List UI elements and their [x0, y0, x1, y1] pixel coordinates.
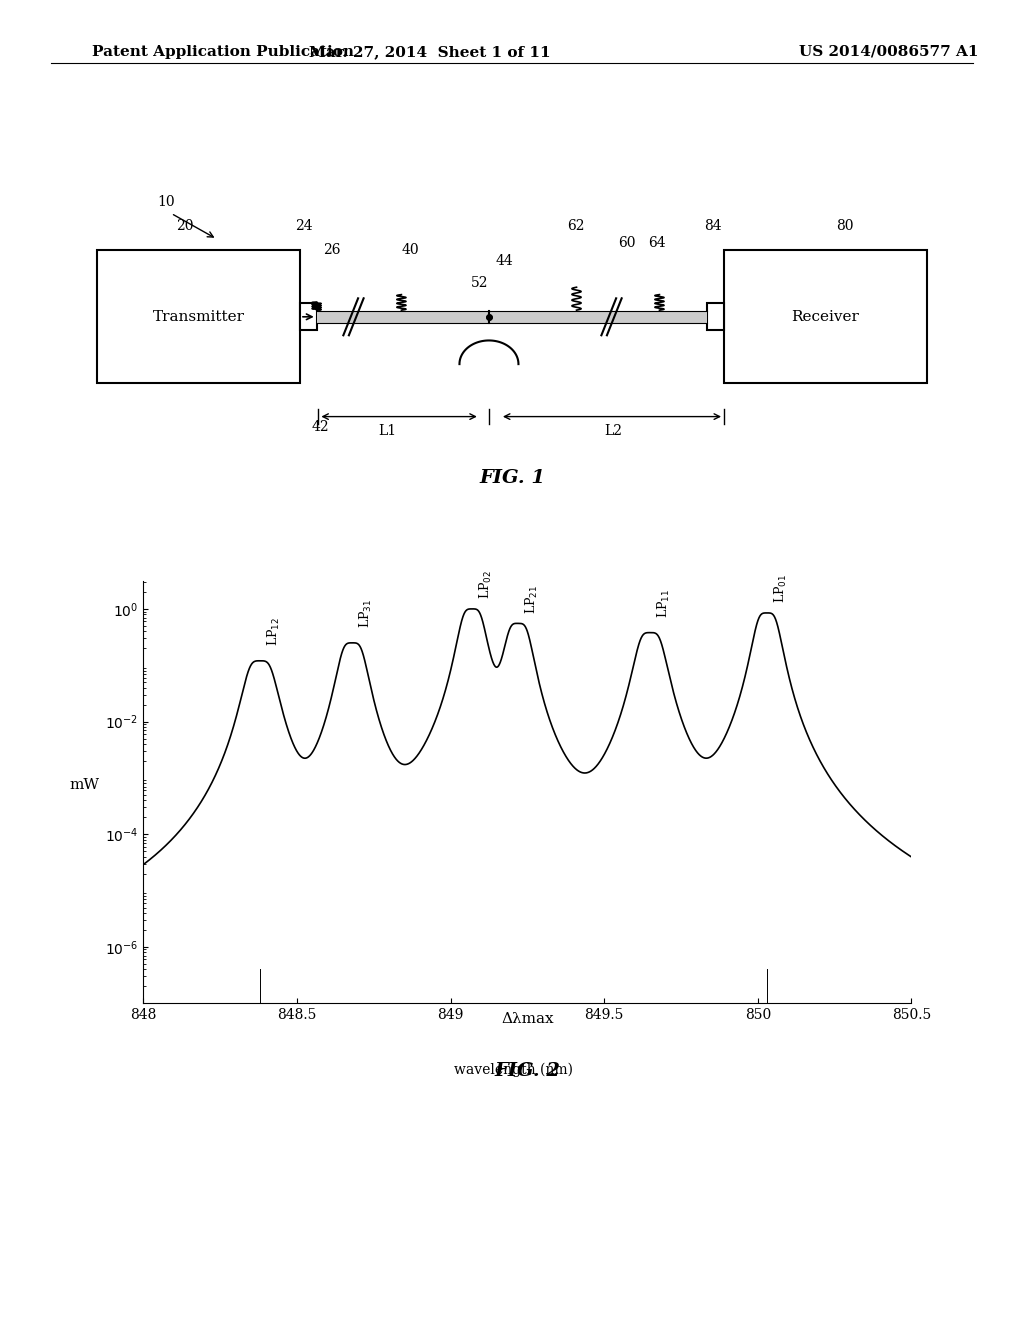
Text: Mar. 27, 2014  Sheet 1 of 11: Mar. 27, 2014 Sheet 1 of 11: [309, 45, 551, 59]
Text: 24: 24: [296, 219, 313, 232]
Text: FIG. 1: FIG. 1: [479, 469, 545, 487]
Text: L1: L1: [379, 424, 396, 438]
Text: 40: 40: [401, 243, 419, 257]
Text: Δλmax: Δλmax: [501, 1012, 554, 1026]
Bar: [316, 312, 708, 322]
Text: US 2014/0086577 A1: US 2014/0086577 A1: [799, 45, 978, 59]
Text: LP$_{21}$: LP$_{21}$: [524, 585, 541, 614]
Text: Transmitter: Transmitter: [153, 310, 245, 323]
Text: 26: 26: [324, 243, 341, 257]
Text: Patent Application Publication: Patent Application Publication: [92, 45, 354, 59]
Text: 20: 20: [176, 219, 194, 232]
Text: LP$_{12}$: LP$_{12}$: [266, 618, 283, 647]
Text: L2: L2: [604, 424, 623, 438]
FancyBboxPatch shape: [97, 251, 300, 383]
Text: 84: 84: [703, 219, 721, 232]
Text: 10: 10: [158, 195, 175, 209]
Text: LP$_{01}$: LP$_{01}$: [773, 574, 790, 603]
FancyBboxPatch shape: [724, 251, 927, 383]
Text: LP$_{11}$: LP$_{11}$: [656, 589, 673, 618]
Text: 42: 42: [311, 420, 329, 434]
Text: 60: 60: [618, 235, 636, 249]
Text: 52: 52: [471, 276, 488, 290]
Text: LP$_{31}$: LP$_{31}$: [358, 599, 375, 628]
Text: 44: 44: [496, 253, 513, 268]
Bar: [300, 304, 316, 330]
Text: 64: 64: [648, 235, 666, 249]
Text: LP$_{02}$: LP$_{02}$: [478, 570, 495, 599]
Text: 62: 62: [567, 219, 585, 232]
Text: Receiver: Receiver: [792, 310, 859, 323]
Text: wavelength (nm): wavelength (nm): [454, 1063, 573, 1077]
Text: 80: 80: [837, 219, 854, 232]
Y-axis label: mW: mW: [70, 777, 99, 792]
Bar: [708, 304, 724, 330]
Text: FIG. 2: FIG. 2: [495, 1061, 560, 1080]
